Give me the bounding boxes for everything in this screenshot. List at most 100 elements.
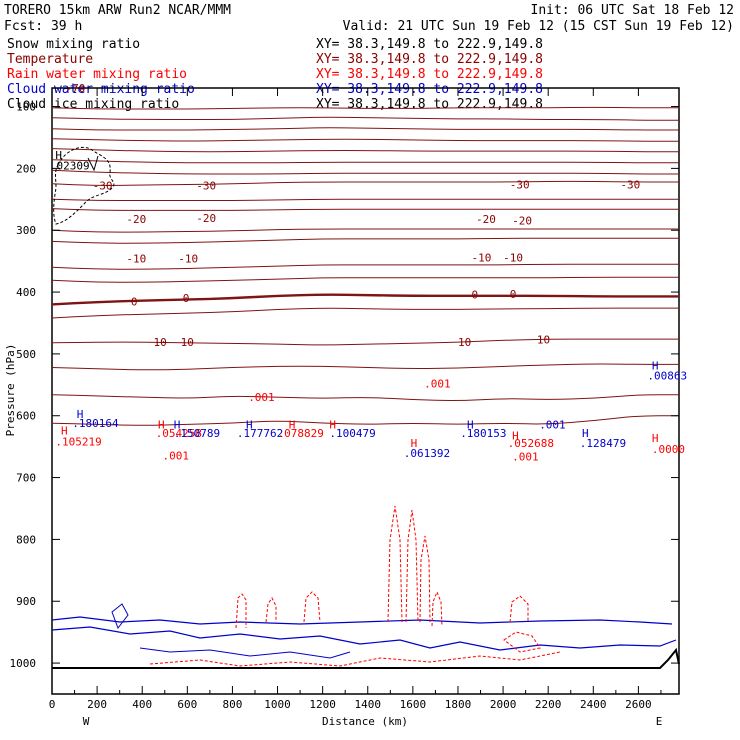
contour-label: -20 (196, 212, 216, 225)
temperature-contour-10 (51, 338, 679, 346)
y-axis-title: Pressure (hPa) (4, 344, 17, 437)
temperature-contour-0 (51, 293, 679, 306)
x-tick-label: 2000 (490, 698, 517, 711)
contour-label: -70 (66, 82, 86, 95)
contour-label: H (77, 408, 84, 421)
rain-contour (405, 509, 419, 623)
rain-contour (431, 590, 443, 627)
contour-label: 10 (154, 336, 167, 349)
contour-label: H (246, 418, 253, 431)
contour-label: 02309 (57, 159, 90, 172)
contour-label: -30 (93, 180, 113, 193)
contour-label: H (467, 418, 474, 431)
contour-label: H (174, 418, 181, 431)
contour-label: 0 (131, 295, 138, 308)
contour-label: .001 (163, 449, 190, 462)
plot-frame (51, 87, 680, 695)
contour-label: .100479 (329, 427, 375, 440)
contour-label: .180164 (72, 417, 119, 430)
x-tick-label: 2400 (580, 698, 607, 711)
header-valid-time: Valid: 21 UTC Sun 19 Feb 12 (15 CST Sun … (343, 19, 734, 34)
temperature-contour (51, 116, 679, 121)
contour-label: 0 (183, 292, 190, 305)
rain-contour (419, 535, 431, 623)
y-tick-label: 200 (16, 162, 36, 175)
y-tick-label: 1000 (10, 657, 37, 670)
contour-label: .078829 (278, 427, 324, 440)
cloud-ice-contours (53, 146, 115, 225)
contour-label: 10 (537, 334, 550, 347)
temperature-contour (51, 169, 679, 175)
x-tick-label: 1800 (445, 698, 472, 711)
y-tick-label: 800 (16, 533, 36, 546)
temperature-contour (51, 106, 679, 110)
contour-label: H (652, 360, 659, 373)
rain-contour (503, 631, 541, 653)
legend-cross-section-coords: XY= 38.3,149.8 to 222.9,149.8 (316, 37, 543, 52)
contour-label: -10 (503, 251, 523, 264)
contour-label: H (329, 418, 336, 431)
header: TORERO 15km ARW Run2 NCAR/MMM Init: 06 U… (4, 3, 734, 34)
rain-contour (265, 597, 277, 623)
temperature-contours (51, 106, 679, 426)
x-tick-label: 200 (87, 698, 107, 711)
contour-label: H (582, 427, 589, 440)
y-tick-label: 300 (16, 224, 36, 237)
y-tick-label: 700 (16, 472, 36, 485)
contour-label: .128479 (580, 437, 626, 450)
contour-label: 10 (458, 336, 471, 349)
legend-field-name: Cloud ice mixing ratio (7, 97, 179, 112)
temperature-contour (51, 159, 679, 164)
contour-label: .001 (512, 451, 539, 464)
contour-label: .061392 (404, 447, 450, 460)
y-tick-label: 600 (16, 410, 36, 423)
cloud-water-contour-lower (139, 647, 351, 659)
contour-label: H (512, 430, 519, 443)
contour-label: -10 (472, 251, 492, 264)
contour-label: .001 (248, 391, 275, 404)
x-axis-title: Distance (km) (322, 715, 408, 728)
cloud-water-contour-top (51, 616, 673, 625)
y-tick-label: 400 (16, 286, 36, 299)
contour-label: -30 (620, 179, 640, 192)
cloud-ice-contour (53, 146, 115, 225)
x-tick-label: 600 (177, 698, 197, 711)
contour-label: H (61, 425, 68, 438)
cloud-water-contour-base (51, 626, 677, 651)
cloud-water-contour-cell (111, 603, 129, 630)
temperature-contour (51, 415, 679, 426)
legend-cross-section-coords: XY= 38.3,149.8 to 222.9,149.8 (316, 67, 543, 82)
contour-label: 0 (472, 289, 479, 302)
west-end-label: W (83, 715, 90, 728)
temperature-contour (51, 307, 679, 319)
temperature-contour-minus10 (51, 263, 679, 270)
field-legend: Snow mixing ratio XY= 38.3,149.8 to 222.9… (7, 37, 543, 112)
contour-label: .054258 (156, 427, 202, 440)
contour-label: -20 (512, 214, 532, 227)
legend-cross-section-coords: XY= 38.3,149.8 to 222.9,149.8 (316, 97, 543, 112)
contour-label: 0 (510, 288, 517, 301)
rain-water-contours (149, 505, 561, 667)
x-tick-label: 0 (49, 698, 56, 711)
contour-label: -30 (510, 179, 530, 192)
rain-contour (303, 591, 321, 623)
temperature-contour-minus30 (51, 180, 679, 186)
contour-label: H (411, 437, 418, 450)
contour-label: .00863 (647, 370, 687, 383)
legend-cross-section-coords: XY= 38.3,149.8 to 222.9,149.8 (316, 52, 543, 67)
temperature-contour (51, 198, 679, 201)
axes: 0 200 400 600 800 1000 1200 1400 1600 1800 2000 220… (10, 88, 679, 711)
y-tick-label: 100 (16, 101, 36, 114)
temperature-contour (51, 148, 679, 153)
header-run-info: TORERO 15km ARW Run2 NCAR/MMM (4, 3, 231, 18)
terrain-line (52, 647, 680, 669)
legend-field-name: Temperature (7, 52, 93, 67)
contour-label: -10 (126, 253, 146, 266)
x-tick-label: 400 (132, 698, 152, 711)
contour-label: H (652, 432, 659, 445)
contour-label: -20 (126, 213, 146, 226)
contour-label: -10 (178, 253, 198, 266)
contour-label: .180153 (460, 427, 506, 440)
